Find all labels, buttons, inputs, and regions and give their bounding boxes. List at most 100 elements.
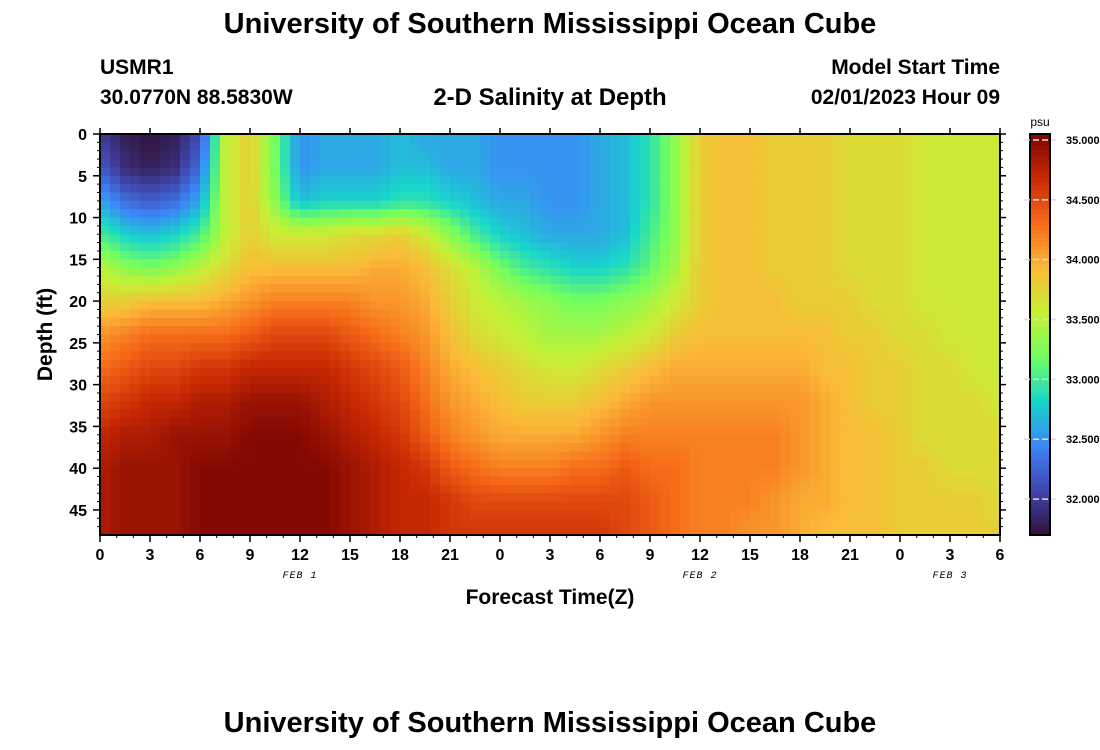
heatmap-cell — [590, 526, 601, 536]
heatmap-cell — [840, 200, 851, 210]
heatmap-cell — [500, 317, 511, 327]
heatmap-cell — [410, 451, 421, 461]
heatmap-cell — [550, 292, 561, 302]
heatmap-cell — [840, 284, 851, 294]
heatmap-cell — [820, 175, 831, 185]
heatmap-cell — [260, 359, 271, 369]
heatmap-cell — [410, 234, 421, 244]
heatmap-cell — [120, 342, 131, 352]
heatmap-cell — [320, 426, 331, 436]
heatmap-cell — [530, 142, 541, 152]
heatmap-cell — [810, 209, 821, 219]
heatmap-cell — [210, 317, 221, 327]
heatmap-cell — [900, 267, 911, 277]
heatmap-cell — [960, 392, 971, 402]
heatmap-cell — [760, 192, 771, 202]
heatmap-cell — [630, 409, 641, 419]
heatmap-cell — [530, 518, 541, 528]
heatmap-cell — [550, 159, 561, 169]
heatmap-cell — [870, 159, 881, 169]
heatmap-cell — [440, 250, 451, 260]
heatmap-cell — [330, 476, 341, 486]
heatmap-cell — [750, 367, 761, 377]
heatmap-cell — [930, 217, 941, 227]
heatmap-cell — [390, 217, 401, 227]
heatmap-cell — [350, 200, 361, 210]
heatmap-cell — [620, 342, 631, 352]
heatmap-cell — [960, 301, 971, 311]
colorbar-swatch — [1030, 238, 1050, 243]
heatmap-cell — [960, 326, 971, 336]
heatmap-cell — [140, 518, 151, 528]
heatmap-cell — [540, 426, 551, 436]
heatmap-cell — [640, 242, 651, 252]
heatmap-cell — [330, 159, 341, 169]
heatmap-cell — [590, 401, 601, 411]
heatmap-cell — [330, 209, 341, 219]
heatmap-cell — [280, 518, 291, 528]
heatmap-cell — [100, 451, 111, 461]
heatmap-cell — [600, 359, 611, 369]
heatmap-cell — [300, 484, 311, 494]
heatmap-cell — [300, 276, 311, 285]
heatmap-cell — [900, 242, 911, 252]
heatmap-cell — [560, 317, 571, 327]
heatmap-cell — [850, 150, 861, 160]
heatmap-cell — [660, 217, 671, 227]
heatmap-cell — [690, 292, 701, 302]
heatmap-cell — [910, 259, 921, 269]
heatmap-cell — [710, 292, 721, 302]
heatmap-cell — [150, 342, 161, 352]
colorbar-swatch — [1030, 246, 1050, 251]
heatmap-cell — [640, 159, 651, 169]
heatmap-cell — [730, 509, 741, 519]
heatmap-cell — [790, 192, 801, 202]
heatmap-cell — [650, 376, 661, 386]
heatmap-cell — [120, 234, 131, 244]
heatmap-cell — [580, 451, 591, 461]
heatmap-cell — [300, 418, 311, 427]
heatmap-cell — [290, 326, 301, 336]
heatmap-cell — [560, 401, 571, 411]
heatmap-cell — [320, 451, 331, 461]
heatmap-cell — [280, 426, 291, 436]
heatmap-cell — [730, 267, 741, 277]
heatmap-cell — [480, 159, 491, 169]
heatmap-cell — [780, 284, 791, 294]
heatmap-cell — [200, 225, 211, 235]
colorbar-tick-label: 33.000 — [1066, 374, 1100, 386]
colorbar-swatch — [1030, 266, 1050, 271]
heatmap-cell — [740, 159, 751, 169]
heatmap-cell — [290, 259, 301, 269]
heatmap-cell — [620, 459, 631, 469]
heatmap-cell — [440, 234, 451, 244]
heatmap-cell — [400, 317, 411, 327]
heatmap-cell — [120, 401, 131, 411]
heatmap-cell — [230, 326, 241, 336]
heatmap-cell — [360, 418, 371, 427]
heatmap-cell — [890, 392, 901, 402]
heatmap-cell — [810, 134, 821, 143]
heatmap-cell — [460, 443, 471, 453]
heatmap-cell — [180, 309, 191, 319]
heatmap-cell — [180, 234, 191, 244]
heatmap-cell — [130, 150, 141, 160]
heatmap-cell — [900, 418, 911, 427]
heatmap-cell — [990, 367, 1001, 377]
heatmap-cell — [840, 309, 851, 319]
heatmap-cell — [480, 242, 491, 252]
heatmap-cell — [420, 242, 431, 252]
heatmap-cell — [770, 276, 781, 285]
heatmap-cell — [840, 301, 851, 311]
bottom-title: University of Southern Mississippi Ocean… — [223, 707, 877, 739]
heatmap-cell — [620, 409, 631, 419]
heatmap-cell — [300, 518, 311, 528]
heatmap-cell — [170, 409, 181, 419]
heatmap-cell — [530, 284, 541, 294]
heatmap-cell — [930, 225, 941, 235]
heatmap-cell — [870, 200, 881, 210]
heatmap-cell — [620, 493, 631, 503]
heatmap-cell — [310, 351, 321, 361]
heatmap-cell — [440, 192, 451, 202]
heatmap-cell — [240, 317, 251, 327]
